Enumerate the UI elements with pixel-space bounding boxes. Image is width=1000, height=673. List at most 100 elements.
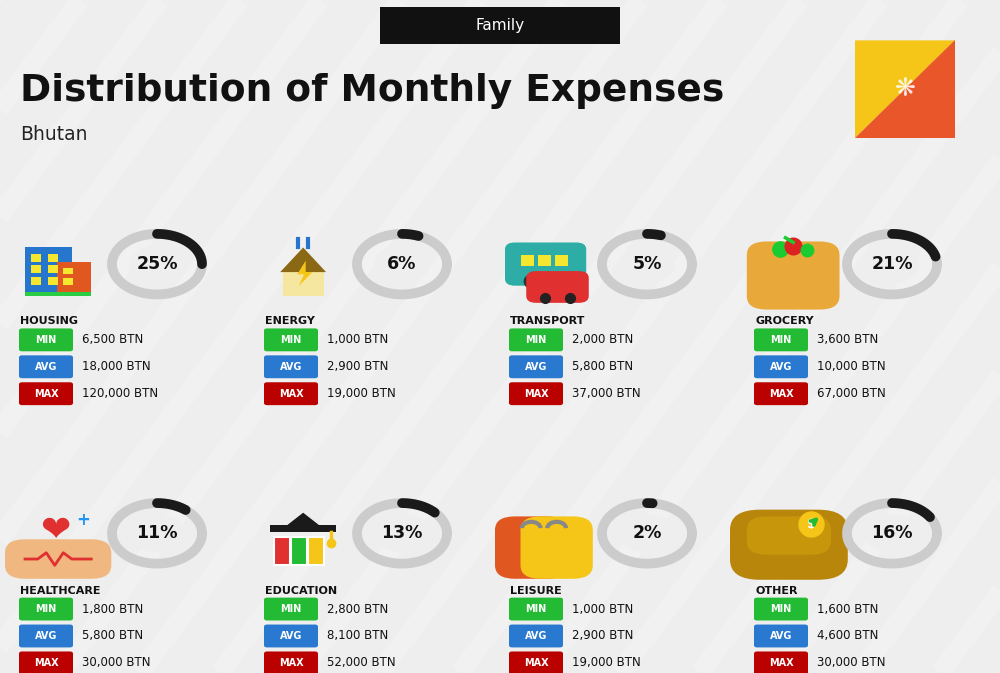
Text: AVG: AVG (770, 631, 792, 641)
Text: 1,800 BTN: 1,800 BTN (82, 602, 143, 616)
Text: MIN: MIN (35, 335, 57, 345)
Text: 6,500 BTN: 6,500 BTN (82, 333, 143, 347)
Text: 5,800 BTN: 5,800 BTN (82, 629, 143, 643)
FancyBboxPatch shape (308, 537, 324, 565)
FancyBboxPatch shape (270, 525, 336, 532)
Text: 4,600 BTN: 4,600 BTN (817, 629, 878, 643)
FancyBboxPatch shape (520, 516, 593, 579)
Text: ❋: ❋ (895, 77, 916, 101)
Text: 1,000 BTN: 1,000 BTN (327, 333, 388, 347)
FancyBboxPatch shape (274, 537, 290, 565)
FancyBboxPatch shape (48, 265, 58, 273)
FancyBboxPatch shape (509, 625, 563, 647)
FancyBboxPatch shape (63, 278, 73, 285)
FancyBboxPatch shape (754, 598, 808, 621)
FancyBboxPatch shape (754, 651, 808, 673)
FancyBboxPatch shape (509, 382, 563, 405)
Text: 16%: 16% (871, 524, 913, 542)
Text: 67,000 BTN: 67,000 BTN (817, 387, 886, 400)
Text: MIN: MIN (280, 335, 302, 345)
Text: 2%: 2% (632, 524, 662, 542)
Text: AVG: AVG (525, 631, 547, 641)
Text: 2,000 BTN: 2,000 BTN (572, 333, 633, 347)
Text: Family: Family (475, 17, 525, 33)
Text: 30,000 BTN: 30,000 BTN (82, 656, 150, 670)
FancyBboxPatch shape (380, 7, 620, 44)
Text: AVG: AVG (35, 631, 57, 641)
FancyBboxPatch shape (48, 277, 58, 285)
Text: MAX: MAX (34, 389, 58, 398)
FancyBboxPatch shape (754, 382, 808, 405)
FancyBboxPatch shape (5, 539, 111, 579)
FancyBboxPatch shape (25, 291, 91, 296)
Text: 1,000 BTN: 1,000 BTN (572, 602, 633, 616)
Polygon shape (287, 513, 319, 525)
FancyBboxPatch shape (31, 265, 41, 273)
FancyBboxPatch shape (747, 516, 831, 555)
Text: 1,600 BTN: 1,600 BTN (817, 602, 878, 616)
Text: MIN: MIN (525, 604, 547, 614)
Text: 6%: 6% (387, 255, 417, 273)
Polygon shape (855, 40, 955, 138)
Text: LEISURE: LEISURE (510, 586, 562, 596)
FancyBboxPatch shape (264, 625, 318, 647)
FancyBboxPatch shape (730, 509, 848, 579)
FancyBboxPatch shape (495, 516, 567, 579)
Polygon shape (865, 246, 919, 282)
FancyBboxPatch shape (754, 328, 808, 351)
Text: 5%: 5% (632, 255, 662, 273)
FancyBboxPatch shape (19, 382, 73, 405)
Text: 19,000 BTN: 19,000 BTN (327, 387, 396, 400)
FancyBboxPatch shape (291, 537, 307, 565)
Text: MAX: MAX (524, 389, 548, 398)
Text: 52,000 BTN: 52,000 BTN (327, 656, 396, 670)
Text: ENERGY: ENERGY (265, 316, 315, 326)
FancyBboxPatch shape (63, 267, 73, 275)
FancyBboxPatch shape (509, 651, 563, 673)
FancyBboxPatch shape (264, 598, 318, 621)
Text: MAX: MAX (769, 658, 793, 668)
Text: AVG: AVG (35, 362, 57, 371)
FancyBboxPatch shape (264, 355, 318, 378)
Text: OTHER: OTHER (755, 586, 798, 596)
Text: AVG: AVG (280, 362, 302, 371)
Text: 30,000 BTN: 30,000 BTN (817, 656, 886, 670)
Text: 21%: 21% (871, 255, 913, 273)
Text: Distribution of Monthly Expenses: Distribution of Monthly Expenses (20, 73, 724, 109)
FancyBboxPatch shape (48, 254, 58, 262)
Text: MAX: MAX (524, 658, 548, 668)
FancyBboxPatch shape (283, 272, 324, 296)
FancyBboxPatch shape (747, 242, 840, 310)
Text: $: $ (807, 518, 815, 530)
Text: 2,900 BTN: 2,900 BTN (572, 629, 633, 643)
Text: 25%: 25% (136, 255, 178, 273)
Text: MIN: MIN (525, 335, 547, 345)
Text: 37,000 BTN: 37,000 BTN (572, 387, 641, 400)
Polygon shape (130, 246, 184, 282)
FancyBboxPatch shape (264, 651, 318, 673)
Text: 10,000 BTN: 10,000 BTN (817, 360, 886, 374)
Text: MIN: MIN (770, 335, 792, 345)
Polygon shape (620, 246, 674, 282)
FancyBboxPatch shape (555, 255, 568, 267)
Text: 11%: 11% (136, 524, 178, 542)
Text: 19,000 BTN: 19,000 BTN (572, 656, 641, 670)
Text: MAX: MAX (279, 658, 303, 668)
Text: MAX: MAX (279, 389, 303, 398)
Polygon shape (375, 246, 429, 282)
Text: 2,900 BTN: 2,900 BTN (327, 360, 388, 374)
Text: HEALTHCARE: HEALTHCARE (20, 586, 100, 596)
Text: 2,800 BTN: 2,800 BTN (327, 602, 388, 616)
Text: 120,000 BTN: 120,000 BTN (82, 387, 158, 400)
Text: MIN: MIN (770, 604, 792, 614)
FancyBboxPatch shape (538, 255, 551, 267)
Polygon shape (620, 516, 674, 551)
Text: 3,600 BTN: 3,600 BTN (817, 333, 878, 347)
Text: MIN: MIN (280, 604, 302, 614)
Text: GROCERY: GROCERY (755, 316, 814, 326)
FancyBboxPatch shape (509, 598, 563, 621)
Text: TRANSPORT: TRANSPORT (510, 316, 585, 326)
FancyBboxPatch shape (521, 255, 534, 267)
Text: MAX: MAX (769, 389, 793, 398)
Text: AVG: AVG (770, 362, 792, 371)
